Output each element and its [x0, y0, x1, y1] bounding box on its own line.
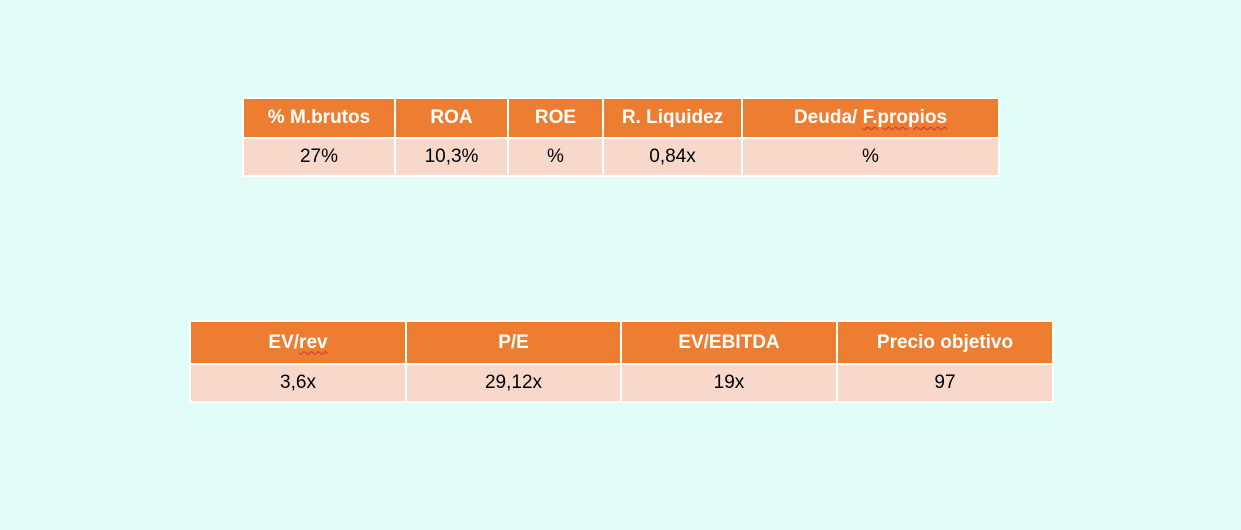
- header-liquidez: R. Liquidez: [602, 97, 743, 139]
- value-precio-objetivo: 97: [836, 363, 1054, 403]
- ratios-table: % M.brutos ROA ROE R. Liquidez Deuda/ F.…: [242, 97, 1000, 177]
- header-deuda-fondos-propios: Deuda/ F.propios: [741, 97, 1000, 139]
- value-roe: %: [507, 137, 604, 177]
- ratios-header-row: % M.brutos ROA ROE R. Liquidez Deuda/ F.…: [242, 97, 1000, 139]
- valuation-table: EV/rev P/E EV/EBITDA Precio objetivo 3,6…: [189, 320, 1054, 403]
- header-ev-rev-term: rev: [299, 331, 328, 353]
- value-pe: 29,12x: [405, 363, 622, 403]
- ratios-value-row: 27% 10,3% % 0,84x %: [242, 137, 1000, 177]
- valuation-value-row: 3,6x 29,12x 19x 97: [189, 363, 1054, 403]
- value-deuda-fondos-propios: %: [741, 137, 1000, 177]
- header-margen-bruto: % M.brutos: [242, 97, 396, 139]
- header-roe: ROE: [507, 97, 604, 139]
- header-ev-rev: EV/rev: [189, 320, 407, 365]
- value-roa: 10,3%: [394, 137, 509, 177]
- value-ev-rev: 3,6x: [189, 363, 407, 403]
- header-pe: P/E: [405, 320, 622, 365]
- header-ev-ebitda: EV/EBITDA: [620, 320, 838, 365]
- header-precio-objetivo: Precio objetivo: [836, 320, 1054, 365]
- valuation-header-row: EV/rev P/E EV/EBITDA Precio objetivo: [189, 320, 1054, 365]
- value-ev-ebitda: 19x: [620, 363, 838, 403]
- value-margen-bruto: 27%: [242, 137, 396, 177]
- header-roa: ROA: [394, 97, 509, 139]
- header-deuda-fondos-propios-term: F.propios: [862, 107, 948, 128]
- value-liquidez: 0,84x: [602, 137, 743, 177]
